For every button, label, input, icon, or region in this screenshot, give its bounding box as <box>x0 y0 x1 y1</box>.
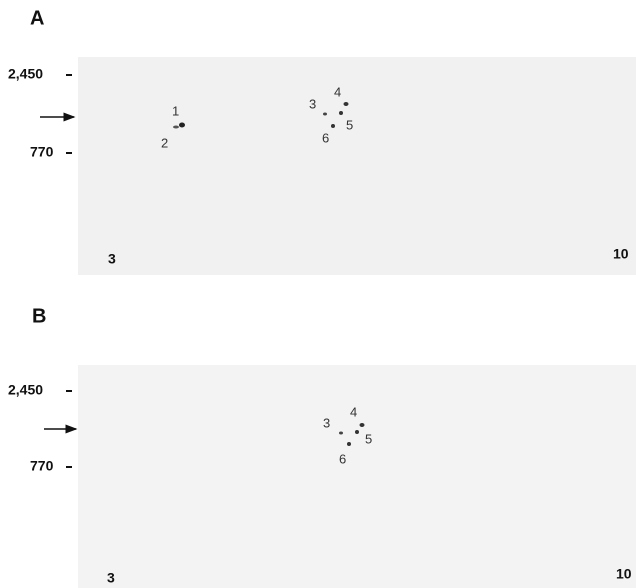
ph-label: 10 <box>613 246 629 262</box>
spot <box>344 102 349 106</box>
marker-label: 2,450 <box>8 382 43 398</box>
spot-label: 3 <box>323 415 330 430</box>
panel-a: A 2,450 770 1 2 3 4 5 6 3 10 <box>8 7 636 275</box>
panel-label: A <box>30 7 44 29</box>
spot-label: 5 <box>365 431 372 446</box>
spot <box>331 124 335 128</box>
spot <box>179 123 185 128</box>
spot <box>323 113 327 116</box>
spot-label: 6 <box>322 130 329 145</box>
blot <box>78 57 636 275</box>
spot <box>173 126 179 129</box>
panel-label: B <box>32 305 46 327</box>
ph-label: 3 <box>108 251 116 267</box>
spot <box>360 423 365 427</box>
marker-label: 770 <box>30 144 54 160</box>
marker-label: 770 <box>30 458 54 474</box>
spot-label: 6 <box>339 451 346 466</box>
spot-label: 4 <box>350 404 357 419</box>
spot-label: 5 <box>346 117 353 132</box>
spot <box>339 111 343 115</box>
spot-label: 4 <box>334 84 341 99</box>
ph-label: 10 <box>616 566 632 582</box>
spot <box>347 442 351 446</box>
spot <box>355 430 359 434</box>
panel-b: B 2,450 770 3 4 5 6 3 10 <box>8 305 636 588</box>
ph-label: 3 <box>107 570 115 586</box>
figure: A 2,450 770 1 2 3 4 5 6 3 10 B 2,450 770… <box>0 0 636 588</box>
blot <box>78 365 636 588</box>
spot-label: 1 <box>172 103 179 118</box>
marker-label: 2,450 <box>8 66 43 82</box>
spot-label: 3 <box>309 96 316 111</box>
spot <box>339 432 343 435</box>
spot-label: 2 <box>161 135 168 150</box>
